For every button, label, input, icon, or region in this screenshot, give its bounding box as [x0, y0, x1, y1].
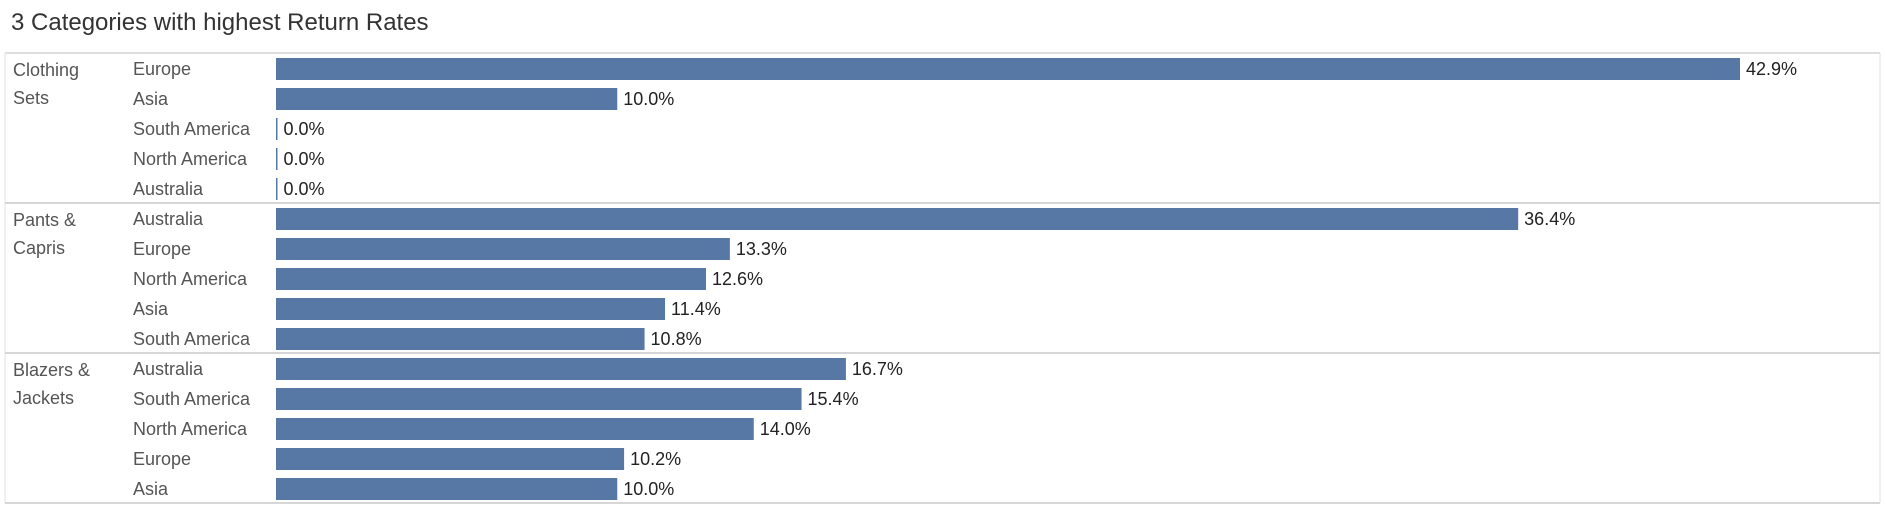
bar: [276, 298, 666, 320]
bar: [276, 178, 278, 200]
bar: [276, 268, 706, 290]
category-label: Europe: [133, 239, 191, 259]
chart-title: 3 Categories with highest Return Rates: [11, 9, 429, 36]
data-label: 10.0%: [623, 479, 674, 499]
category-label: Asia: [133, 89, 169, 109]
category-label: Australia: [133, 209, 204, 229]
bar: [276, 58, 1740, 80]
group-label: Jackets: [13, 388, 74, 408]
data-label: 16.7%: [852, 359, 903, 379]
group-label: Clothing: [13, 60, 79, 80]
data-label: 12.6%: [712, 269, 763, 289]
bar: [276, 148, 278, 170]
data-label: 36.4%: [1524, 209, 1575, 229]
bar: [276, 238, 730, 260]
data-label: 13.3%: [736, 239, 787, 259]
bar: [276, 388, 802, 410]
bar: [276, 118, 278, 140]
category-label: Australia: [133, 179, 204, 199]
bar: [276, 88, 618, 110]
bar: [276, 358, 846, 380]
data-label: 42.9%: [1746, 59, 1797, 79]
category-label: South America: [133, 389, 251, 409]
group-label: Pants &: [13, 210, 76, 230]
data-label: 10.8%: [651, 329, 702, 349]
bar: [276, 208, 1519, 230]
category-label: Asia: [133, 299, 169, 319]
category-label: Australia: [133, 359, 204, 379]
category-label: Europe: [133, 59, 191, 79]
group-label: Blazers &: [13, 360, 90, 380]
category-label: North America: [133, 149, 248, 169]
data-label: 0.0%: [284, 179, 325, 199]
bar: [276, 448, 625, 470]
category-label: North America: [133, 269, 248, 289]
bar: [276, 328, 645, 350]
group-label: Capris: [13, 238, 65, 258]
bar: [276, 418, 754, 440]
data-label: 10.0%: [623, 89, 674, 109]
category-label: North America: [133, 419, 248, 439]
data-label: 0.0%: [284, 149, 325, 169]
data-label: 0.0%: [284, 119, 325, 139]
data-label: 10.2%: [630, 449, 681, 469]
category-label: Europe: [133, 449, 191, 469]
category-label: South America: [133, 119, 251, 139]
data-label: 11.4%: [671, 299, 721, 319]
group-label: Sets: [13, 88, 49, 108]
data-label: 15.4%: [808, 389, 859, 409]
category-label: South America: [133, 329, 251, 349]
bar: [276, 478, 618, 500]
category-label: Asia: [133, 479, 169, 499]
data-label: 14.0%: [760, 419, 811, 439]
